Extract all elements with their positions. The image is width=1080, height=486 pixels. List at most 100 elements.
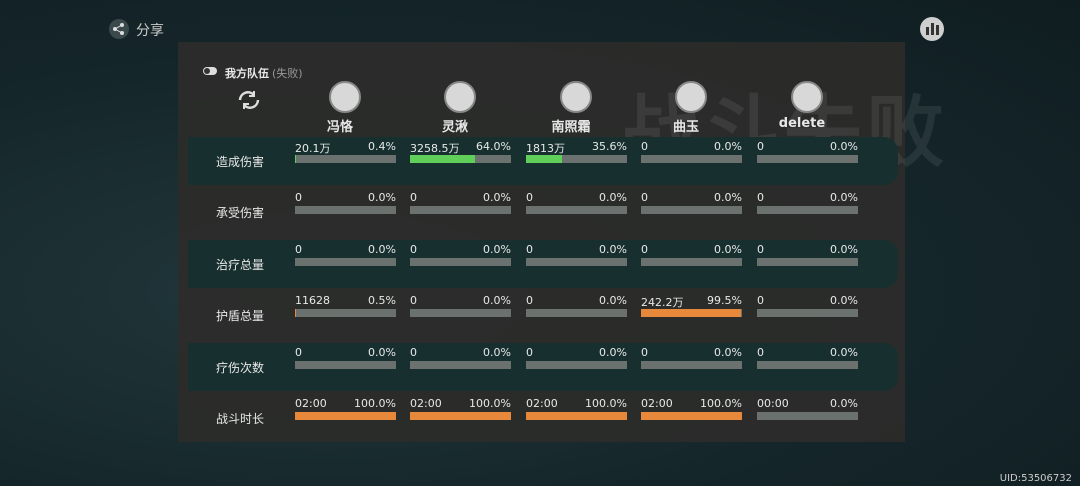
bar-track [526, 206, 627, 215]
share-icon[interactable] [108, 18, 130, 40]
amount: 0 [757, 294, 764, 308]
percent-label: 100.0% [585, 397, 627, 410]
bar-fill [295, 309, 296, 318]
stat-label: 造成伤害 [215, 155, 264, 169]
amount: 02:00 [526, 397, 558, 410]
bar-fill [410, 155, 475, 163]
stats-icon[interactable] [919, 16, 945, 42]
toggle-icon[interactable] [203, 67, 217, 75]
amount: 0 [526, 294, 533, 308]
amount: 0 [526, 242, 533, 256]
percent-label: 0.0% [483, 294, 511, 308]
bar-track [641, 206, 742, 215]
bar-fill [295, 412, 396, 420]
member-name: 南照霜 [551, 120, 591, 135]
percent-label: 100.0% [469, 397, 511, 410]
swap-icon[interactable] [236, 88, 262, 112]
percent-label: 0.5% [368, 294, 396, 308]
percent-label: 35.6% [592, 140, 627, 153]
amount: 00:00 [757, 397, 789, 410]
percent-label: 0.0% [830, 397, 858, 410]
bar-track [526, 257, 627, 266]
stat-label: 战斗时长 [215, 412, 264, 426]
bar-track [757, 206, 858, 215]
bar-track [526, 309, 627, 318]
percent-label: 0.0% [830, 140, 858, 153]
bar-track [641, 412, 742, 420]
percent-label: 0.0% [714, 242, 742, 256]
stat-label: 治疗总量 [215, 257, 264, 272]
amount: 0 [295, 345, 302, 359]
bar-track [410, 155, 511, 163]
percent-label: 0.0% [368, 242, 396, 256]
avatar [444, 81, 476, 113]
percent-label: 0.0% [714, 345, 742, 359]
bar-track [526, 155, 627, 163]
amount: 1813万 [526, 142, 565, 155]
percent-label: 0.0% [830, 294, 858, 308]
bar-track [526, 360, 627, 369]
bar-track [295, 360, 396, 369]
team-status: (失败) [272, 67, 303, 80]
bar-track [410, 206, 511, 215]
bar-track [757, 412, 858, 420]
percent-label: 0.0% [714, 140, 742, 153]
percent-label: 0.0% [599, 294, 627, 308]
member-name: 灵湫 [441, 120, 468, 135]
share-label[interactable]: 分享 [136, 23, 164, 39]
amount: 02:00 [295, 397, 327, 410]
bar-track [757, 155, 858, 163]
percent-label: 0.0% [483, 242, 511, 256]
percent-label: 0.0% [830, 345, 858, 359]
percent-label: 100.0% [700, 397, 742, 410]
bar-track [641, 360, 742, 369]
amount: 3258.5万 [410, 142, 460, 155]
avatar [675, 81, 707, 113]
amount: 0 [757, 345, 764, 359]
stat-label: 疗伤次数 [215, 360, 264, 375]
bar-fill [526, 155, 562, 163]
percent-label: 0.0% [599, 242, 627, 256]
member-name: 曲玉 [672, 120, 699, 135]
percent-label: 0.0% [483, 191, 511, 205]
bar-track [757, 309, 858, 318]
bar-track [410, 309, 511, 318]
percent-label: 0.0% [830, 191, 858, 205]
percent-label: 0.0% [483, 345, 511, 359]
amount: 0 [757, 140, 764, 153]
amount: 0 [410, 294, 417, 308]
amount: 0 [295, 191, 302, 205]
bar-track [526, 412, 627, 420]
amount: 242.2万 [641, 296, 684, 310]
bar-track [757, 257, 858, 266]
team-title: 我方队伍 [225, 67, 269, 80]
bar-fill [641, 412, 742, 420]
bar-track [295, 309, 396, 318]
amount: 11628 [295, 294, 330, 308]
percent-label: 0.0% [599, 191, 627, 205]
member-name: 冯恪 [326, 120, 353, 135]
amount: 0 [410, 345, 417, 359]
amount: 0 [641, 242, 648, 256]
bar-track [641, 309, 742, 318]
amount: 0 [526, 345, 533, 359]
percent-label: 0.4% [368, 140, 396, 153]
percent-label: 64.0% [476, 140, 511, 153]
stat-label: 护盾总量 [215, 309, 264, 324]
bar-fill [641, 309, 742, 318]
bar-track [295, 257, 396, 266]
percent-label: 0.0% [714, 191, 742, 205]
amount: 02:00 [410, 397, 442, 410]
amount: 0 [641, 345, 648, 359]
bar-track [295, 412, 396, 420]
amount: 0 [641, 140, 648, 153]
amount: 0 [410, 242, 417, 256]
amount: 0 [410, 191, 417, 205]
amount: 0 [295, 242, 302, 256]
percent-label: 0.0% [368, 191, 396, 205]
percent-label: 0.0% [830, 242, 858, 256]
bar-track [641, 257, 742, 266]
bar-track [410, 412, 511, 420]
avatar [791, 81, 823, 113]
